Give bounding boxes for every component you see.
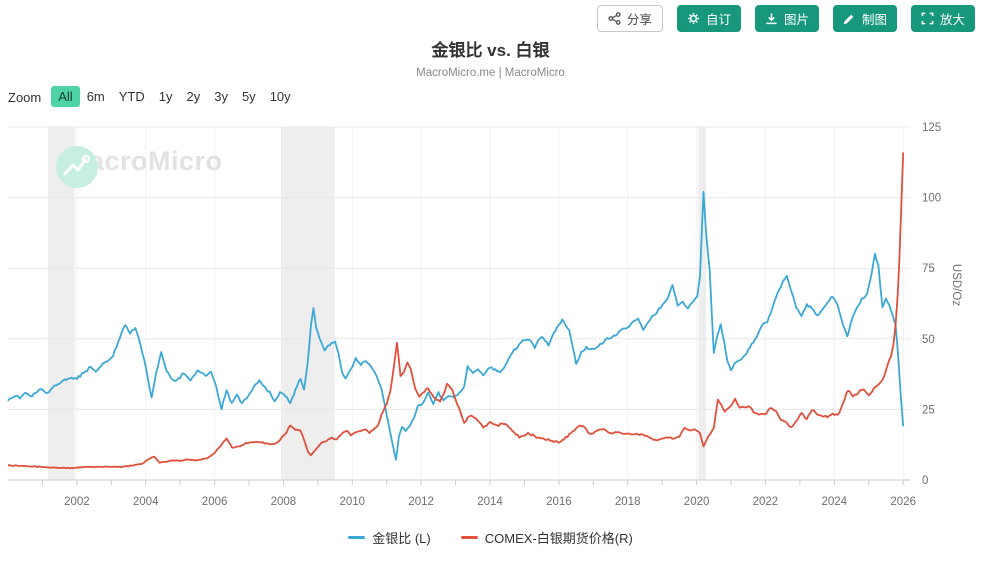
zoom-range-bar: Zoom All 6m YTD 1y 2y 3y 5y 10y <box>8 86 298 107</box>
right-axis-tick-label: 25 <box>922 404 935 416</box>
zoom-option-10y[interactable]: 10y <box>269 89 291 104</box>
right-axis-tick-label: 75 <box>922 263 935 275</box>
x-axis-label: 2024 <box>822 496 848 508</box>
recession-band <box>698 127 707 480</box>
image-label: 图片 <box>783 13 809 27</box>
customize-button[interactable]: 自订 <box>676 5 741 32</box>
right-axis-tick-label: 50 <box>922 334 935 346</box>
zoom-option-2y[interactable]: 2y <box>186 89 201 104</box>
right-axis-tick-label: 0 <box>922 475 928 487</box>
zoom-option-1y[interactable]: 1y <box>158 89 173 104</box>
right-axis-tick-label: 125 <box>922 122 941 134</box>
series-gold-silver-ratio[interactable] <box>7 190 905 461</box>
x-axis-label: 2026 <box>890 496 916 508</box>
series-silver-price[interactable] <box>7 152 905 470</box>
gear-icon <box>687 12 700 25</box>
x-axis-label: 2010 <box>340 496 366 508</box>
zoom-option-ytd[interactable]: YTD <box>118 89 145 104</box>
share-label: 分享 <box>626 13 652 27</box>
x-axis-label: 2022 <box>753 496 779 508</box>
download-icon <box>765 12 778 25</box>
zoom-option-6m[interactable]: 6m <box>86 89 105 104</box>
x-axis-label: 2002 <box>64 496 90 508</box>
x-axis-label: 2016 <box>546 496 572 508</box>
draw-label: 制图 <box>861 13 887 27</box>
right-axis-tick-label: 100 <box>922 193 941 205</box>
zoom-option-3y[interactable]: 3y <box>214 89 228 104</box>
customize-label: 自订 <box>705 13 731 27</box>
share-button[interactable]: 分享 <box>596 5 663 32</box>
legend-item-1[interactable]: COMEX-白银期货价格(R) <box>460 528 633 547</box>
legend: 金银比 (L) COMEX-白银期货价格(R) <box>0 528 981 547</box>
zoom-label: Zoom <box>8 89 42 105</box>
pencil-icon <box>843 12 856 25</box>
toolbar: 分享 自订 图片 制图 放大 <box>596 5 975 32</box>
recession-band <box>47 127 75 480</box>
draw-button[interactable]: 制图 <box>832 5 897 32</box>
enlarge-button[interactable]: 放大 <box>910 5 975 32</box>
share-icon <box>608 12 621 25</box>
x-axis-label: 2012 <box>408 496 434 508</box>
x-axis-label: 2020 <box>684 496 710 508</box>
page-title: 金银比 vs. 白银 <box>431 41 550 60</box>
chart-area[interactable]: 0 25 50 75 100 125 2002 2004 2006 2008 2010 2012 201… <box>0 115 981 520</box>
zoom-option-5y[interactable]: 5y <box>241 89 256 104</box>
right-axis-title: USD/Oz <box>950 264 962 306</box>
x-axis-label: 2018 <box>615 496 641 508</box>
chart-canvas[interactable]: 0 25 50 75 100 125 2002 2004 2006 2008 2010 2012 201… <box>0 115 981 520</box>
legend-label: 金银比 (L) <box>372 531 431 546</box>
enlarge-label: 放大 <box>939 13 965 27</box>
recession-band <box>281 127 335 480</box>
expand-icon <box>921 12 934 25</box>
legend-marker <box>460 536 478 539</box>
image-button[interactable]: 图片 <box>754 5 819 32</box>
legend-item-0[interactable]: 金银比 (L) <box>348 528 431 547</box>
x-axis-label: 2014 <box>477 496 503 508</box>
zoom-option-all[interactable]: All <box>51 86 80 107</box>
legend-label: COMEX-白银期货价格(R) <box>484 531 633 546</box>
x-axis-label: 2008 <box>271 496 297 508</box>
legend-marker <box>348 536 366 539</box>
x-axis-label: 2004 <box>133 496 159 508</box>
x-axis-label: 2006 <box>202 496 228 508</box>
page-subtitle: MacroMicro.me | MacroMicro <box>416 67 565 79</box>
